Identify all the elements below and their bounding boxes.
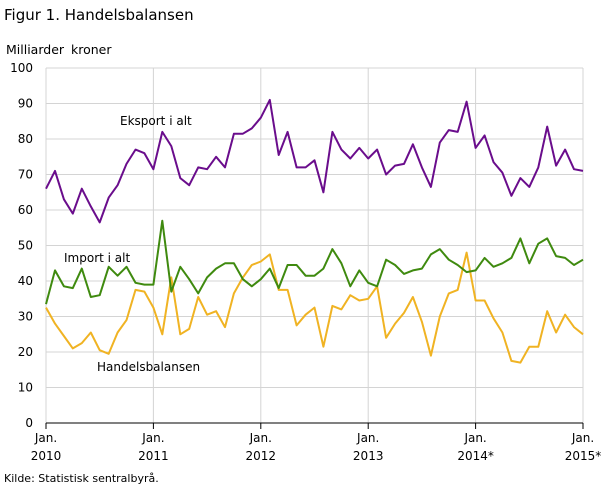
y-tick-label: 60: [18, 203, 33, 217]
x-tick-year: 2013: [353, 449, 384, 463]
chart-title: Figur 1. Handelsbalansen: [4, 6, 194, 24]
series-line-eksport-i-alt: [45, 98, 584, 224]
x-tick-year: 2012: [246, 449, 277, 463]
y-tick-label: 0: [25, 416, 33, 430]
y-tick-label: 70: [18, 168, 33, 182]
y-tick-label: 10: [18, 381, 33, 395]
x-tick-month: Jan.: [571, 431, 594, 445]
x-tick-month: Jan.: [141, 431, 164, 445]
series-line-handelsbalansen: [45, 251, 584, 364]
x-tick-month: Jan.: [463, 431, 486, 445]
series-label: Import i alt: [64, 251, 130, 265]
y-tick-label: 80: [18, 132, 33, 146]
series-line-import-i-alt: [45, 219, 584, 305]
x-tick-year: 2011: [138, 449, 169, 463]
x-tick-month: Jan.: [356, 431, 379, 445]
source-note: Kilde: Statistisk sentralbyrå.: [4, 472, 159, 485]
x-tick-year: 2014*: [457, 449, 494, 463]
y-tick-label: 100: [10, 61, 33, 75]
y-axis-label: Milliarder kroner: [6, 42, 112, 57]
x-tick-month: Jan.: [249, 431, 272, 445]
series-label: Eksport i alt: [120, 114, 192, 128]
series-label: Handelsbalansen: [97, 360, 200, 374]
y-tick-label: 90: [18, 97, 33, 111]
x-tick-year: 2015*: [565, 449, 602, 463]
y-tick-label: 50: [18, 239, 33, 253]
x-tick-year: 2010: [31, 449, 62, 463]
y-tick-label: 30: [18, 310, 33, 324]
y-tick-label: 40: [18, 274, 33, 288]
y-tick-label: 20: [18, 345, 33, 359]
x-tick-month: Jan.: [34, 431, 57, 445]
